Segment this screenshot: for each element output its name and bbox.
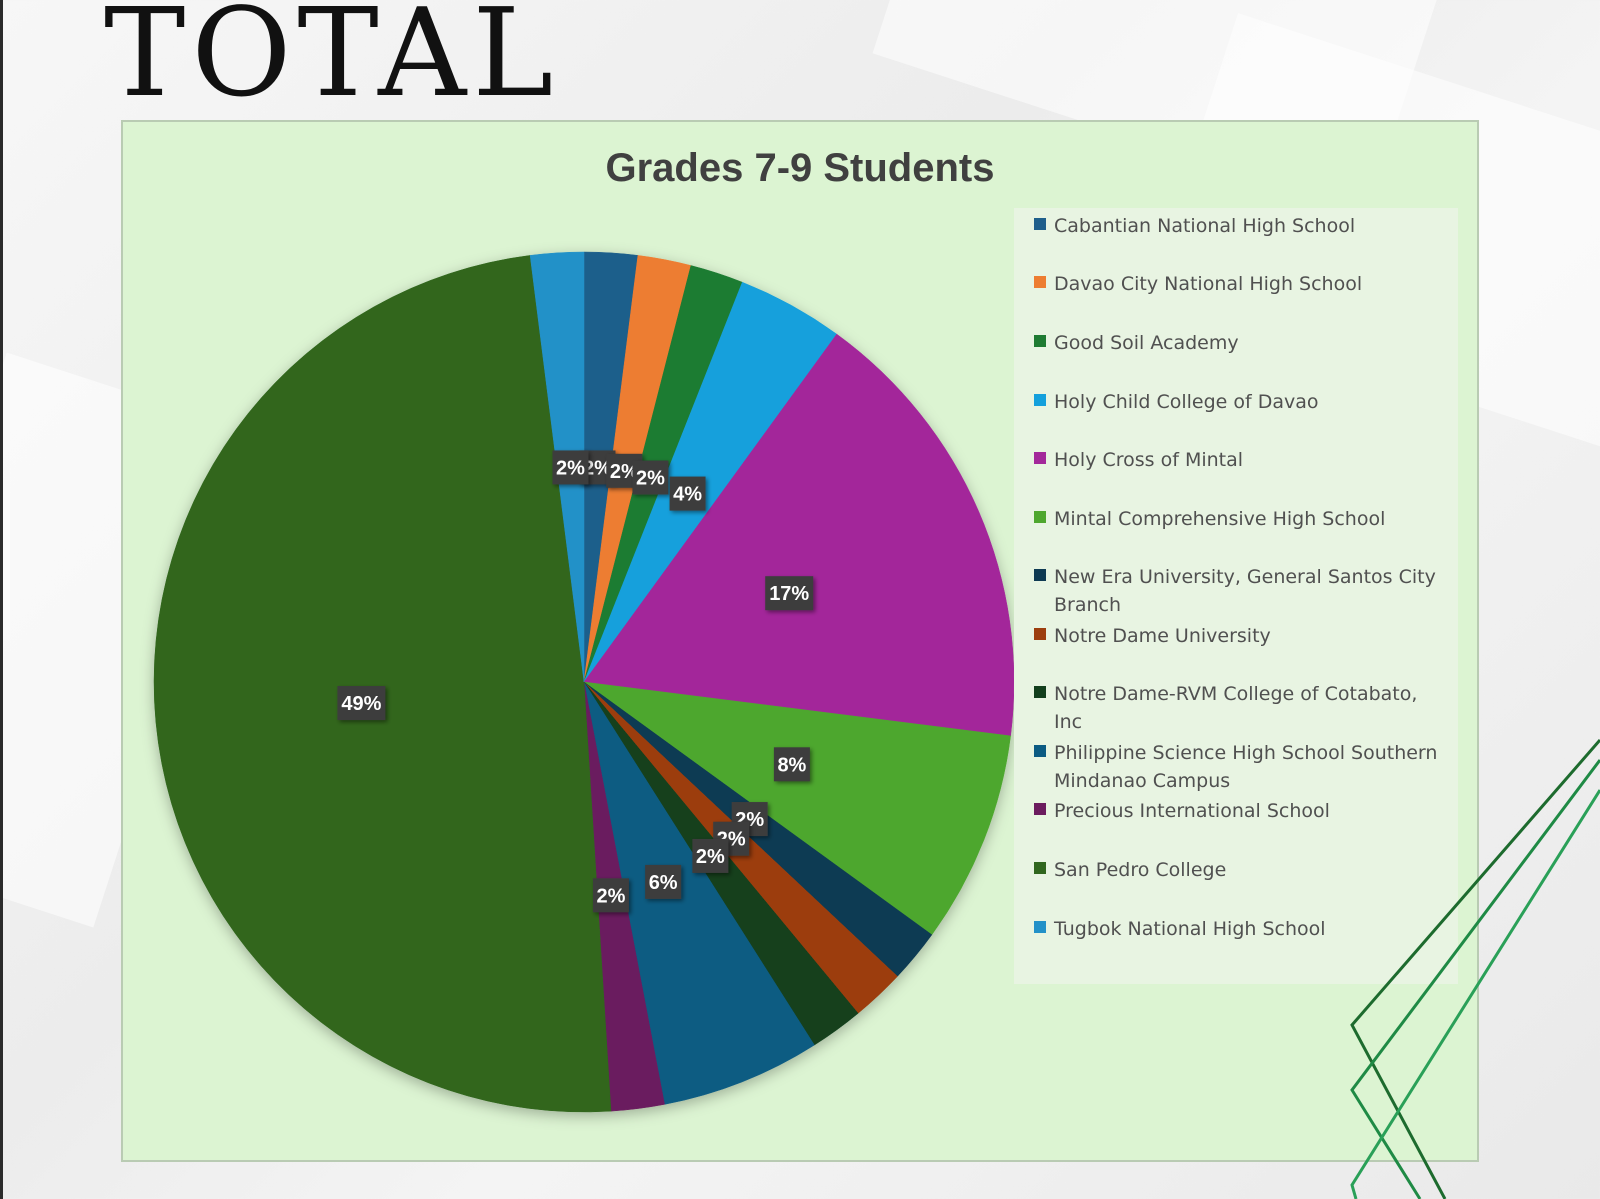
decorative-line xyxy=(1350,739,1600,1199)
legend-swatch xyxy=(1034,276,1046,288)
legend-swatch xyxy=(1034,921,1046,933)
chart-title: Grades 7-9 Students xyxy=(605,146,995,190)
legend-item: Notre Dame-RVM College of Cotabato, Inc xyxy=(1034,680,1449,736)
data-label-text: 2% xyxy=(610,461,639,483)
legend-label: Good Soil Academy xyxy=(1054,332,1239,354)
slide-left-edge xyxy=(0,0,3,1199)
legend-item: Mintal Comprehensive High School xyxy=(1034,505,1449,533)
legend-item: New Era University, General Santos City … xyxy=(1034,563,1449,619)
legend-swatch xyxy=(1034,686,1046,698)
data-label-box xyxy=(592,878,629,913)
pie-slice xyxy=(583,681,815,1105)
pie-slice xyxy=(583,681,1011,936)
legend-item: Holy Cross of Mintal xyxy=(1034,446,1449,474)
legend-swatch xyxy=(1034,862,1046,874)
legend-label: Tugbok National High School xyxy=(1054,918,1326,940)
data-label-box xyxy=(692,838,729,873)
legend-item: Holy Child College of Davao xyxy=(1034,388,1449,416)
data-label-text: 2% xyxy=(556,457,585,479)
legend-swatch xyxy=(1034,335,1046,347)
data-label-text: 2% xyxy=(596,885,625,907)
data-label-box xyxy=(765,576,814,611)
data-label-text: 4% xyxy=(673,484,702,506)
data-label-box xyxy=(773,747,810,782)
data-label-text: 2% xyxy=(696,846,725,868)
data-label-text: 17% xyxy=(769,583,809,605)
legend-item: Good Soil Academy xyxy=(1034,329,1449,357)
legend-swatch xyxy=(1034,628,1046,640)
legend-label: Philippine Science High School Southern … xyxy=(1054,742,1438,792)
data-label: 6% xyxy=(645,864,682,899)
legend-label: Mintal Comprehensive High School xyxy=(1054,508,1386,530)
data-label: 2% xyxy=(731,802,768,837)
legend-swatch xyxy=(1034,803,1046,815)
legend-label: Holy Child College of Davao xyxy=(1054,391,1319,413)
legend-label: Notre Dame University xyxy=(1054,625,1271,647)
legend-label: Cabantian National High School xyxy=(1054,215,1356,237)
legend-item: Notre Dame University xyxy=(1034,622,1449,650)
legend-swatch xyxy=(1034,569,1046,581)
decorative-line xyxy=(1350,759,1600,1199)
data-label: 17% xyxy=(765,576,814,611)
data-label-text: 2% xyxy=(583,457,612,479)
data-label-box xyxy=(337,686,386,721)
legend-item: Tugbok National High School xyxy=(1034,915,1449,943)
legend-swatch xyxy=(1034,394,1046,406)
pie-slice xyxy=(153,255,612,1113)
data-label: 8% xyxy=(773,747,810,782)
legend-label: San Pedro College xyxy=(1054,859,1227,881)
data-label: 2% xyxy=(592,878,629,913)
legend-item: Philippine Science High School Southern … xyxy=(1034,739,1449,795)
data-label: 2% xyxy=(632,460,669,495)
legend-swatch xyxy=(1034,452,1046,464)
data-label-text: 2% xyxy=(636,468,665,490)
data-label: 2% xyxy=(552,450,589,485)
data-label-text: 49% xyxy=(341,693,381,715)
data-label-text: 6% xyxy=(649,872,678,894)
legend-swatch xyxy=(1034,218,1046,230)
data-label: 2% xyxy=(692,838,729,873)
decorative-line xyxy=(1350,789,1600,1199)
data-label-box xyxy=(632,460,669,495)
data-label-text: 8% xyxy=(777,754,806,776)
legend-item: Precious International School xyxy=(1034,797,1449,825)
pie-chart: 2%2%2%4%17%8%2%2%2%6%2%49%2% xyxy=(153,251,1015,1113)
chart-legend: Cabantian National High School Davao City… xyxy=(1014,208,1458,984)
pie-slices xyxy=(153,251,1015,1113)
pie-slice xyxy=(583,333,1015,737)
legend-item: Davao City National High School xyxy=(1034,270,1449,298)
data-label-box xyxy=(552,450,589,485)
legend-swatch xyxy=(1034,745,1046,757)
legend-label: Holy Cross of Mintal xyxy=(1054,449,1244,471)
data-label-box xyxy=(645,864,682,899)
data-label-box xyxy=(669,476,706,511)
data-label: 49% xyxy=(337,686,386,721)
pie-data-labels: 2%2%2%4%17%8%2%2%2%6%2%49%2% xyxy=(337,450,814,913)
slide-title: TOTAL xyxy=(104,0,560,124)
legend-item: San Pedro College xyxy=(1034,856,1449,884)
legend-label: Notre Dame-RVM College of Cotabato, Inc xyxy=(1054,683,1418,733)
legend-item: Cabantian National High School xyxy=(1034,212,1449,240)
legend-label: Precious International School xyxy=(1054,800,1330,822)
legend-swatch xyxy=(1034,511,1046,523)
legend-label: Davao City National High School xyxy=(1054,273,1363,295)
data-label: 4% xyxy=(669,476,706,511)
chart-area: Grades 7-9 Students 2% 2% 2% 4% 17% 8% 2% 2% 2% 6… xyxy=(121,120,1479,1162)
legend-label: New Era University, General Santos City … xyxy=(1054,566,1436,616)
